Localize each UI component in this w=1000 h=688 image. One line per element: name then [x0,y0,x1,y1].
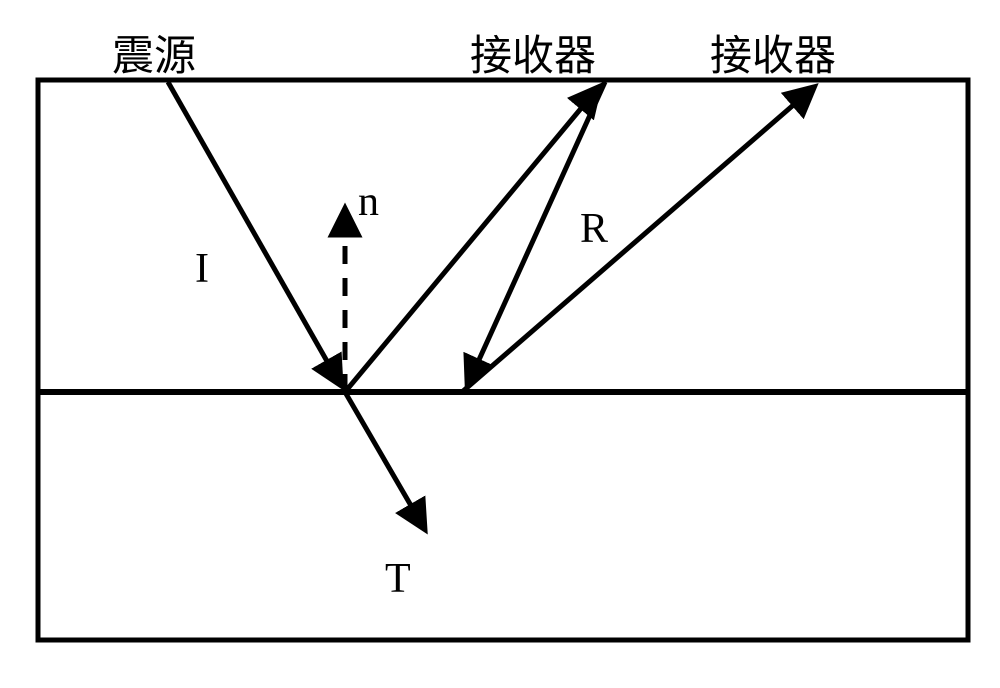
outer-box [38,80,968,640]
reflected-ray-2 [462,88,813,392]
label-normal: n [358,178,379,226]
reflected-ray-1 [345,88,598,392]
label-incident: I [195,245,209,293]
label-reflected: R [580,205,608,253]
label-receiver-2: 接收器 [710,22,836,83]
label-receiver-1: 接收器 [470,22,596,83]
transmitted-ray [345,392,424,528]
seismic-ray-diagram: 震源 接收器 接收器 I n R T [0,0,1000,683]
label-transmitted: T [385,555,411,603]
incident-ray [168,82,340,384]
label-source: 震源 [112,22,196,83]
diagram-svg [0,0,1000,683]
